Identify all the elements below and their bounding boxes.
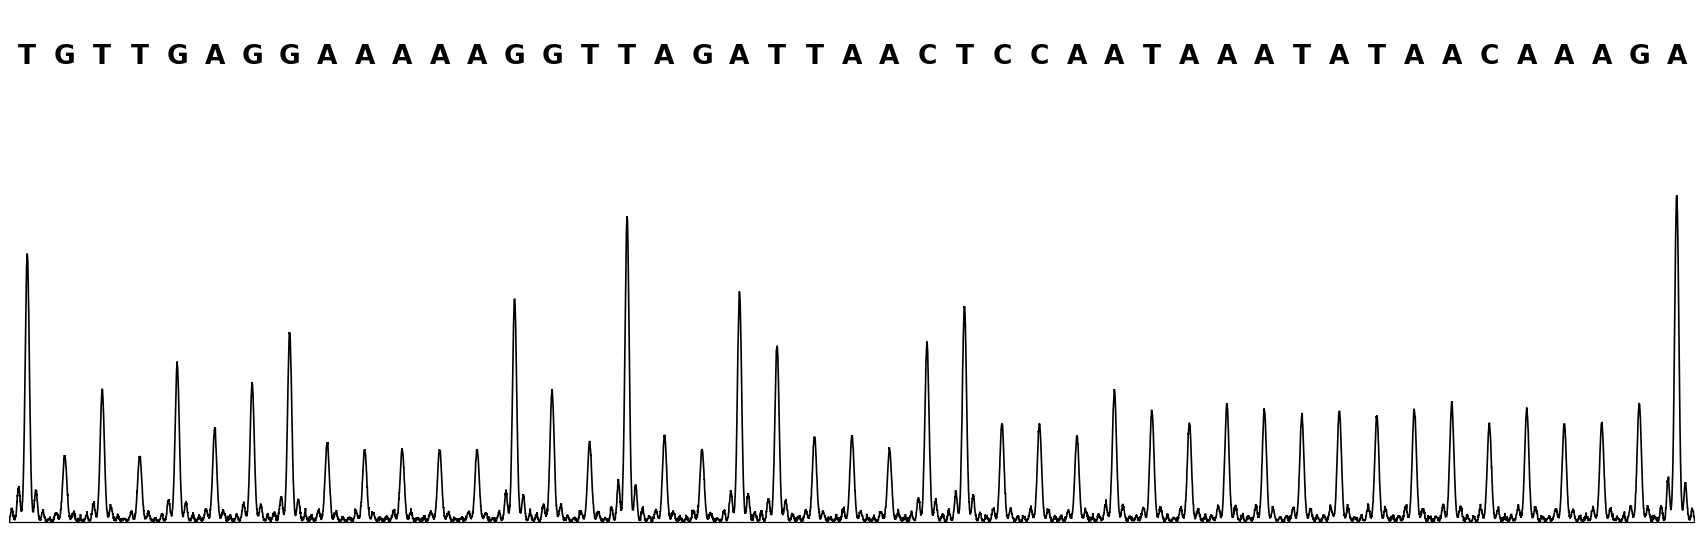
Text: T: T bbox=[769, 44, 786, 70]
Text: A: A bbox=[467, 44, 487, 70]
Text: C: C bbox=[1029, 44, 1050, 70]
Text: T: T bbox=[581, 44, 598, 70]
Text: G: G bbox=[279, 44, 300, 70]
Text: C: C bbox=[917, 44, 937, 70]
Text: T: T bbox=[806, 44, 823, 70]
Text: A: A bbox=[204, 44, 225, 70]
Text: T: T bbox=[131, 44, 148, 70]
Text: A: A bbox=[1517, 44, 1537, 70]
Text: A: A bbox=[729, 44, 750, 70]
Text: G: G bbox=[542, 44, 562, 70]
Text: A: A bbox=[1667, 44, 1687, 70]
Text: A: A bbox=[1254, 44, 1275, 70]
Text: T: T bbox=[94, 44, 111, 70]
Text: A: A bbox=[1554, 44, 1574, 70]
Text: A: A bbox=[317, 44, 337, 70]
Text: A: A bbox=[1067, 44, 1087, 70]
Text: A: A bbox=[654, 44, 675, 70]
Text: T: T bbox=[956, 44, 973, 70]
Text: G: G bbox=[55, 44, 75, 70]
Text: A: A bbox=[1217, 44, 1237, 70]
Text: A: A bbox=[1179, 44, 1200, 70]
Text: A: A bbox=[1404, 44, 1425, 70]
Text: A: A bbox=[1329, 44, 1350, 70]
Text: G: G bbox=[692, 44, 712, 70]
Text: G: G bbox=[167, 44, 187, 70]
Text: C: C bbox=[992, 44, 1012, 70]
Text: A: A bbox=[429, 44, 450, 70]
Text: G: G bbox=[242, 44, 262, 70]
Text: A: A bbox=[1104, 44, 1125, 70]
Text: T: T bbox=[619, 44, 636, 70]
Text: A: A bbox=[879, 44, 900, 70]
Text: A: A bbox=[1592, 44, 1612, 70]
Text: C: C bbox=[1479, 44, 1500, 70]
Text: G: G bbox=[504, 44, 525, 70]
Text: A: A bbox=[842, 44, 862, 70]
Text: A: A bbox=[392, 44, 412, 70]
Text: G: G bbox=[1629, 44, 1649, 70]
Text: T: T bbox=[1143, 44, 1160, 70]
Text: A: A bbox=[1442, 44, 1462, 70]
Text: T: T bbox=[1368, 44, 1385, 70]
Text: T: T bbox=[1293, 44, 1310, 70]
Text: A: A bbox=[354, 44, 375, 70]
Text: T: T bbox=[19, 44, 36, 70]
